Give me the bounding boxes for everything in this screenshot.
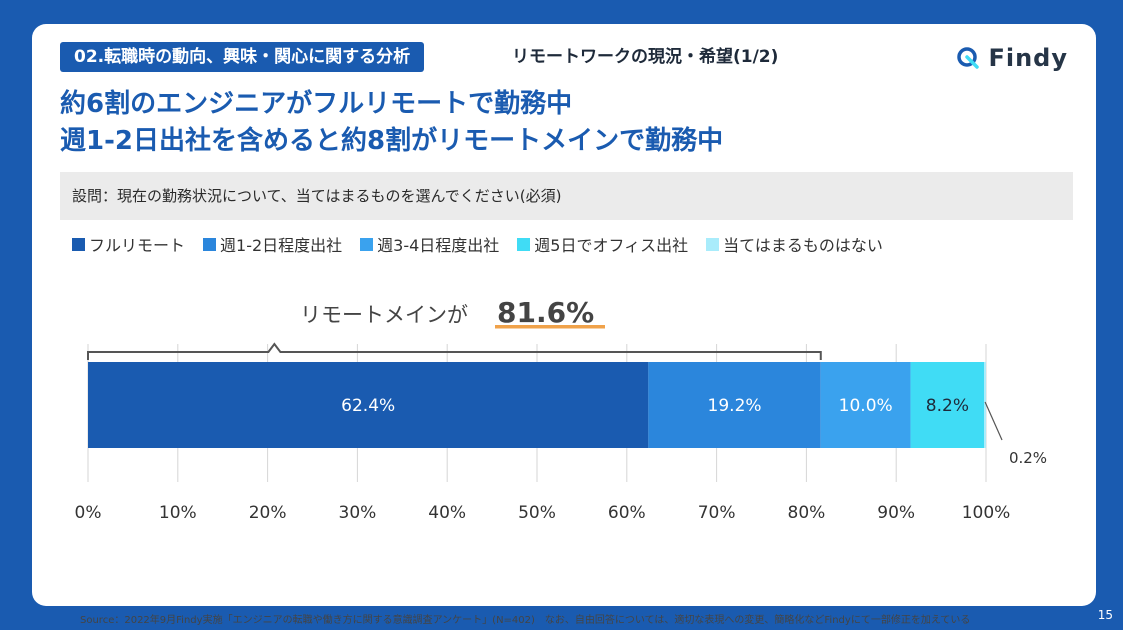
legend-swatch [706,237,720,251]
headline: 約6割のエンジニアがフルリモートで勤務中 週1-2日出社を含めると約8割がリモー… [60,86,723,160]
bar-segment [984,362,986,448]
data-label: 19.2% [708,396,762,416]
x-tick-label: 90% [877,503,915,523]
annotation-bracket [87,342,822,360]
legend-swatch [360,237,374,251]
x-tick-label: 20% [249,503,287,523]
x-tick-label: 70% [698,503,736,523]
source-note: Source：2022年9月Findy実施「エンジニアの転職や働き方に関する意識… [80,615,971,626]
legend-label: 週1-2日程度出社 [220,236,343,255]
legend-swatch [517,237,531,251]
data-label-leader [984,401,1003,441]
x-tick-label: 10% [159,503,197,523]
x-tick-label: 100% [962,503,1011,523]
legend-item: 週1-2日程度出社 [203,232,342,256]
legend-label: 週3-4日程度出社 [377,236,500,255]
chart-legend: フルリモート 週1-2日程度出社 週3-4日程度出社 週5日でオフィス出社 当てはまるも… [72,232,901,256]
legend-label: 当てはまるものはない [723,236,883,255]
annotation-underline [495,325,605,329]
x-tick-label: 50% [518,503,556,523]
slide-card: 02.転職時の動向、興味・関心に関する分析 リモートワークの現況・希望(1/2)… [32,24,1096,626]
section-subtitle: リモートワークの現況・希望(1/2) [512,47,779,67]
data-label: 10.0% [839,396,893,416]
legend-swatch [203,237,217,251]
section-tag: 02.転職時の動向、興味・関心に関する分析 [60,42,425,72]
headline-line-1: 約6割のエンジニアがフルリモートで勤務中 [60,89,573,119]
legend-item: 当てはまるものはない [706,232,883,256]
page-number: 15 [1097,608,1113,622]
x-tick-label: 80% [788,503,826,523]
x-tick-label: 40% [428,503,466,523]
annotation-value: 81.6% [497,296,594,329]
legend-item: 週5日でオフィス出社 [517,232,688,256]
x-tick-label: 60% [608,503,646,523]
x-tick-label: 30% [339,503,377,523]
data-label: 8.2% [926,396,969,416]
annotation-label: リモートメインが [300,303,468,327]
brand-name: Findy [988,44,1068,72]
findy-logo-icon [957,47,980,69]
legend-swatch [72,237,85,251]
bar-segment [88,362,649,448]
legend-item: フルリモート [72,232,185,256]
bar-segment [820,362,911,448]
bar-segment [910,362,985,448]
legend-item: 週3-4日程度出社 [360,232,499,256]
survey-question: 設問：現在の勤務状況について、当てはまるものを選んでください(必須) [60,172,1073,220]
legend-label: 週5日でオフィス出社 [534,236,689,255]
bar-segment [648,362,821,448]
x-tick-label: 0% [75,503,102,523]
legend-label: フルリモート [89,236,186,255]
data-label: 62.4% [341,396,395,416]
findy-logo: Findy [956,44,1068,72]
data-label: 0.2% [1009,449,1047,467]
headline-line-2: 週1-2日出社を含めると約8割がリモートメインで勤務中 [60,126,724,156]
